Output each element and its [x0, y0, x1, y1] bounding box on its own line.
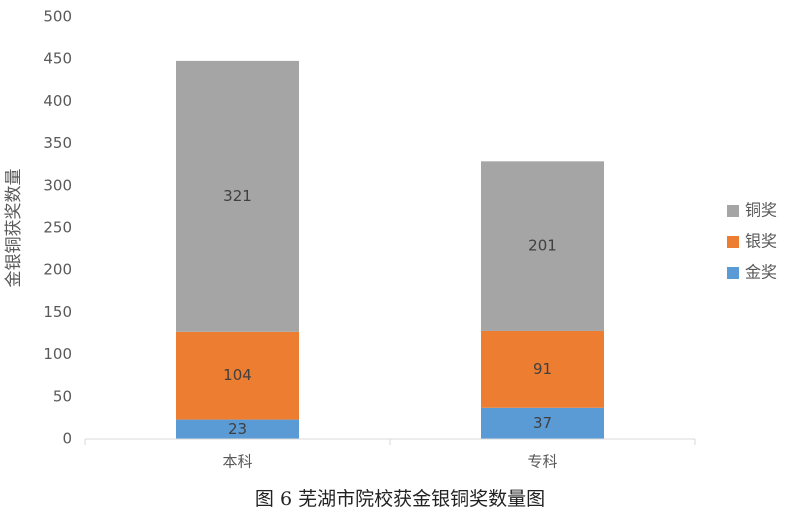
- y-tick-label: 500: [43, 8, 72, 26]
- y-tick-label: 450: [43, 50, 72, 68]
- legend-label: 铜奖: [745, 201, 777, 220]
- bar-segment: [481, 330, 604, 408]
- bar-segment: [481, 407, 604, 439]
- y-tick-label: 300: [43, 176, 72, 194]
- caption: 图 6 芜湖市院校获金银铜奖数量图: [255, 488, 545, 510]
- legend-swatch: [727, 267, 739, 279]
- y-tick-label: 50: [53, 387, 72, 405]
- bar-segment: [481, 161, 604, 331]
- y-tick-label: 400: [43, 92, 72, 110]
- x-tick-label: 专科: [527, 453, 557, 471]
- legend-label: 金奖: [745, 263, 777, 282]
- y-axis-label: 金银铜获奖数量: [4, 169, 24, 288]
- legend-swatch: [727, 236, 739, 248]
- y-tick-label: 0: [62, 430, 72, 448]
- bar-segment: [176, 60, 299, 332]
- x-tick-label: 本科: [222, 453, 252, 471]
- data-label: 37: [533, 414, 552, 432]
- y-tick-label: 200: [43, 261, 72, 279]
- bar-segment: [176, 331, 299, 420]
- y-tick-label: 100: [43, 345, 72, 363]
- legend-label: 银奖: [745, 232, 777, 251]
- data-label: 23: [228, 420, 247, 438]
- y-tick-label: 150: [43, 303, 72, 321]
- bar-segment: [176, 419, 299, 439]
- y-tick-label: 250: [43, 219, 72, 237]
- y-tick-label: 350: [43, 134, 72, 152]
- legend-swatch: [727, 205, 739, 217]
- data-label: 201: [528, 237, 557, 255]
- data-label: 321: [223, 187, 252, 205]
- data-label: 104: [223, 366, 252, 384]
- data-label: 91: [533, 360, 552, 378]
